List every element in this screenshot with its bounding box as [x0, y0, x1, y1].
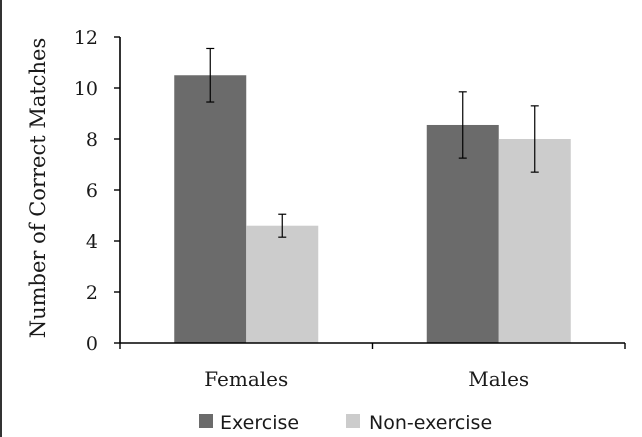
y-axis-title: Number of Correct Matches [26, 38, 50, 339]
y-tick-label: 2 [86, 282, 98, 304]
legend-swatch-exercise [199, 414, 213, 428]
category-label-males: Males [468, 367, 529, 391]
y-tick-label: 6 [86, 180, 98, 202]
legend: Exercise Non-exercise [199, 412, 492, 434]
bars [174, 75, 571, 343]
bar-exercise-males [426, 124, 499, 343]
bar-non-exercise-females [246, 225, 319, 343]
category-labels: Females Males [204, 367, 529, 391]
y-tick-label: 0 [86, 333, 98, 355]
error-bars [206, 47, 539, 238]
y-tick-label: 12 [74, 27, 98, 49]
x-tick-marks [119, 343, 626, 349]
y-tick-label: 10 [74, 78, 98, 100]
y-tick-label: 8 [86, 129, 98, 151]
legend-label-exercise: Exercise [220, 412, 299, 434]
bar-non-exercise-males [498, 139, 571, 343]
y-tick-marks [114, 36, 120, 344]
y-tick-labels: 0 2 4 6 8 10 12 [74, 27, 98, 355]
legend-label-non-exercise: Non-exercise [369, 412, 492, 434]
category-label-females: Females [204, 367, 288, 391]
bar-exercise-females [174, 75, 247, 343]
legend-swatch-non-exercise [346, 414, 360, 428]
y-tick-label: 4 [86, 231, 98, 253]
